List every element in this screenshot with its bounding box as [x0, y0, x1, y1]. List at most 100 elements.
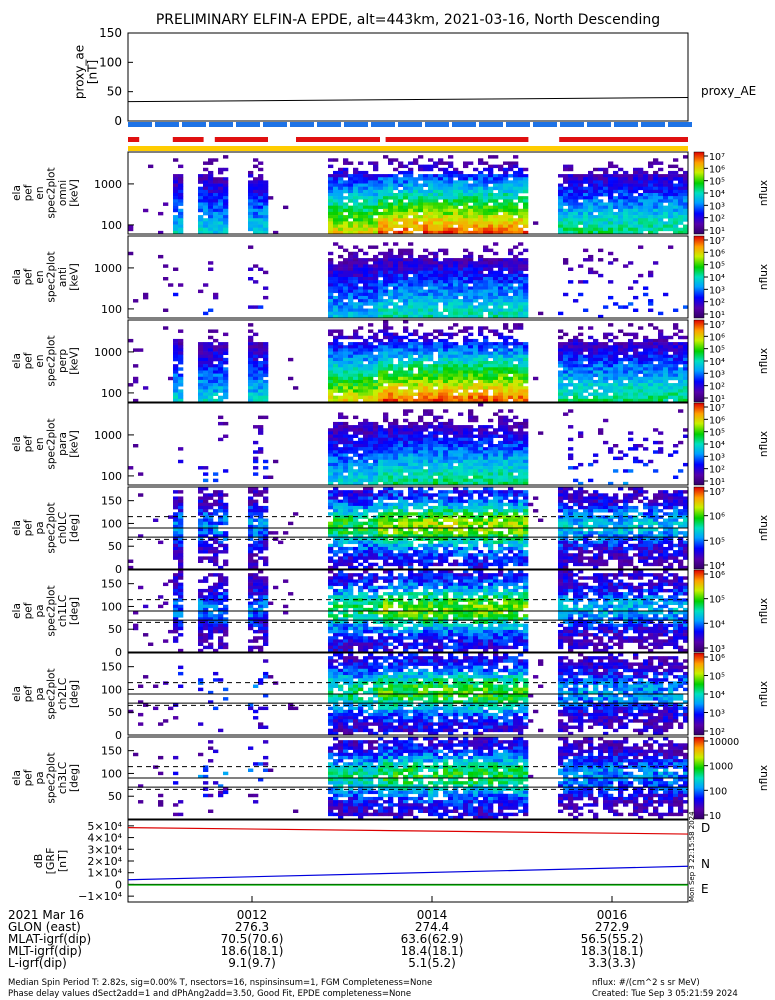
spectrogram-cell — [608, 174, 614, 178]
spectrogram-cell — [453, 264, 459, 268]
spectrogram-cell — [558, 361, 564, 365]
spectrogram-cell — [438, 267, 444, 271]
spectrogram-cell — [673, 211, 679, 216]
spectrogram-cell — [563, 412, 569, 416]
spectrogram-cell — [173, 158, 179, 162]
spectrogram-cell — [558, 345, 564, 349]
spectrogram-cell — [443, 450, 449, 454]
spectrogram-cell — [603, 389, 609, 393]
spectrogram-cell — [128, 227, 134, 232]
spectrogram-cell — [508, 299, 514, 303]
spectrogram-cell — [673, 450, 679, 454]
spectrogram-cell — [658, 383, 664, 387]
spectrogram-cell — [653, 373, 659, 378]
spectrogram-cell — [488, 208, 494, 213]
spectrogram-cell — [518, 342, 524, 346]
spectrogram-cell — [618, 367, 624, 371]
spectrogram-cell — [478, 475, 484, 479]
spectrogram-cell — [363, 277, 369, 281]
spectrogram-cell — [453, 472, 459, 476]
spectrogram-cell — [403, 186, 409, 191]
spectrogram-cell — [383, 242, 389, 246]
spectrogram-cell — [418, 434, 424, 438]
spectrogram-cell — [668, 199, 674, 203]
spectrogram-cell — [658, 227, 664, 232]
spectrogram-cell — [638, 227, 644, 232]
spectrogram-cell — [463, 305, 469, 309]
spectrogram-cell — [643, 373, 649, 378]
spectrogram-cell — [333, 311, 339, 316]
spectrogram-cell — [363, 383, 369, 387]
spectrogram-cell — [628, 345, 634, 349]
spectrogram-cell — [398, 478, 404, 483]
spectrogram-cell — [443, 208, 449, 213]
spectrogram-cell — [628, 202, 634, 206]
spectrogram-cell — [488, 475, 494, 479]
spectrogram-cell — [503, 205, 509, 210]
spectrogram-cell — [333, 437, 339, 442]
spectrogram-cell — [513, 196, 519, 200]
spectrogram-cell — [358, 314, 364, 319]
spectrogram-cell — [253, 354, 259, 359]
spectrogram-cell — [373, 230, 379, 235]
spectrogram-cell — [458, 218, 464, 222]
spectrogram-cell — [578, 348, 584, 352]
spectrogram-cell — [613, 354, 619, 359]
spectrogram-cell — [423, 264, 429, 268]
spectrogram-cell — [433, 311, 439, 316]
spectrogram-cell — [368, 450, 374, 454]
spectrogram-cell — [413, 311, 419, 316]
spectrogram-cell — [358, 230, 364, 235]
spectrogram-cell — [633, 177, 639, 181]
spectrogram-cell — [383, 440, 389, 445]
spectrogram-cell — [593, 351, 599, 355]
spectrogram-cell — [563, 357, 569, 362]
spectrogram-cell — [498, 227, 504, 232]
spectrogram-cell — [203, 283, 209, 287]
spectrogram-cell — [458, 383, 464, 387]
spectrogram-cell — [473, 221, 479, 225]
spectrogram-cell — [363, 180, 369, 184]
spectrogram-cell — [523, 450, 529, 454]
spectrogram-cell — [373, 469, 379, 473]
spectrogram-cell — [443, 421, 449, 426]
spectrogram-cell — [668, 345, 674, 349]
spectrogram-cell — [358, 326, 364, 330]
spectrogram-cell — [423, 373, 429, 378]
spectrogram-cell — [343, 283, 349, 287]
spectrogram-cell — [518, 389, 524, 393]
spectrogram-cell — [503, 342, 509, 346]
spectrogram-cell — [333, 373, 339, 378]
spectrogram-cell — [678, 167, 684, 172]
spectrogram-cell — [503, 447, 509, 451]
spectrogram-cell — [403, 450, 409, 454]
spectrogram-cell — [443, 161, 449, 165]
spectrogram-cell — [333, 177, 339, 181]
spectrogram-cell — [438, 295, 444, 300]
spectrogram-cell — [668, 354, 674, 359]
spectrogram-cell — [493, 459, 499, 464]
spectrogram-cell — [498, 277, 504, 281]
spectrogram-cell — [373, 428, 379, 432]
spectrogram-cell — [328, 174, 334, 178]
spectrogram-cell — [428, 389, 434, 393]
spectrogram-cell — [598, 248, 604, 253]
spectrogram-cell — [358, 218, 364, 222]
spectrogram-cell — [343, 478, 349, 483]
spectrogram-cell — [393, 437, 399, 442]
spectrogram-cell — [333, 386, 339, 390]
spectrogram-cell — [403, 351, 409, 355]
spectrogram-cell — [623, 392, 629, 396]
spectrogram-cell — [353, 453, 359, 457]
spectrogram-cell — [418, 264, 424, 268]
spectrogram-cell — [458, 367, 464, 371]
spectrogram-cell — [513, 186, 519, 191]
spectrogram-cell — [353, 481, 359, 486]
spectrogram-cell — [383, 332, 389, 337]
spectrogram-cell — [413, 431, 419, 435]
spectrogram-cell — [173, 521, 179, 526]
spectrogram-cell — [208, 335, 214, 340]
spectrogram-cell — [368, 342, 374, 346]
spectrogram-cell — [523, 440, 529, 445]
spectrogram-cell — [483, 193, 489, 197]
